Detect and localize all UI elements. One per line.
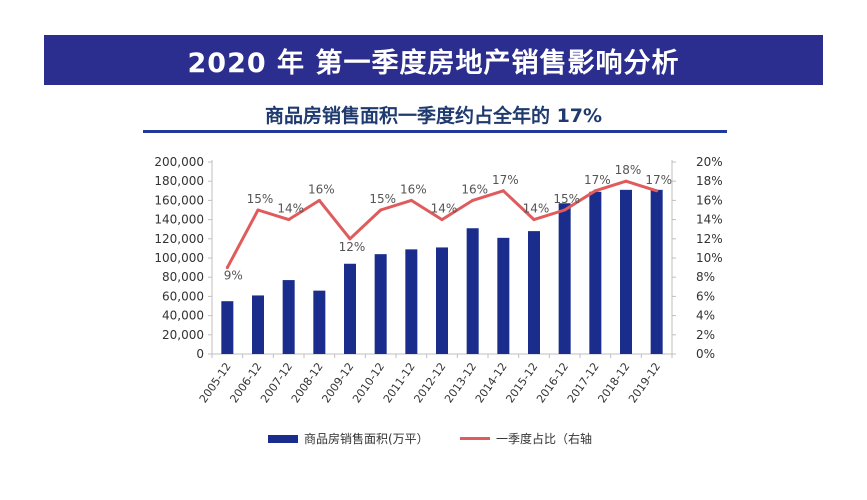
y-left-tick-label: 160,000 (154, 193, 204, 207)
data-label: 15% (247, 192, 274, 206)
line-point (471, 198, 475, 202)
line-point (256, 208, 260, 212)
bar (528, 231, 540, 354)
data-label: 14% (523, 202, 550, 216)
y-left-tick-label: 40,000 (162, 309, 204, 323)
y-right-tick-label: 0% (696, 347, 715, 361)
legend-item-bars: 商品房销售面积(万平） (268, 430, 429, 447)
title-underline (143, 130, 727, 133)
y-left-tick-label: 80,000 (162, 270, 204, 284)
data-label: 17% (492, 173, 519, 187)
y-left-tick-label: 100,000 (154, 251, 204, 265)
y-left-tick-label: 60,000 (162, 289, 204, 303)
legend-label-bars: 商品房销售面积(万平） (304, 432, 429, 446)
y-right-tick-label: 8% (696, 270, 715, 284)
chart-title: 商品房销售面积一季度约占全年的 17% (264, 105, 603, 127)
line-point (409, 198, 413, 202)
bar (252, 295, 264, 354)
bar (374, 254, 387, 354)
data-label: 16% (308, 182, 335, 196)
line-point (593, 189, 597, 193)
data-label: 12% (339, 240, 366, 254)
chart-legend: 商品房销售面积(万平） 一季度占比（右轴 (0, 430, 867, 450)
y-left-tick-label: 200,000 (154, 155, 204, 169)
y-left-tick-label: 0 (196, 347, 204, 361)
bar (313, 290, 326, 354)
line-point (440, 218, 444, 222)
y-left-tick-label: 20,000 (162, 328, 204, 342)
y-right-tick-label: 4% (696, 309, 715, 323)
data-label: 16% (461, 182, 488, 196)
bar (497, 237, 510, 354)
y-right-tick-label: 12% (696, 232, 723, 246)
data-label: 16% (400, 182, 427, 196)
y-left-tick-label: 140,000 (154, 213, 204, 227)
bar (282, 280, 295, 354)
combo-chart: 0 20,000 40,000 60,000 80,000 100,000 120,000 1… (154, 155, 723, 405)
y-right-tick-label: 18% (696, 174, 723, 188)
y-left-tick-label: 120,000 (154, 232, 204, 246)
x-tick-label: 2019-12 (626, 360, 663, 405)
legend-item-line: 一季度占比（右轴 (460, 430, 592, 447)
page-title: 2020 年 第一季度房地产销售影响分析 (187, 47, 680, 79)
line-point (624, 179, 628, 183)
y-right-tick-label: 16% (696, 193, 723, 207)
y-right-tick-label: 6% (696, 289, 715, 303)
data-label: 15% (369, 192, 396, 206)
legend-swatch-line (460, 437, 490, 440)
page-banner: 2020 年 第一季度房地产销售影响分析 (44, 35, 823, 85)
legend-label-line: 一季度占比（右轴 (496, 432, 593, 446)
data-label: 17% (645, 173, 672, 187)
y-left-tick-label: 180,000 (154, 174, 204, 188)
line-point (317, 198, 321, 202)
line-point (501, 189, 505, 193)
bar (344, 263, 356, 354)
line-point (563, 208, 567, 212)
bar (466, 228, 479, 354)
y-right-tick-label: 10% (696, 251, 723, 265)
y-right-tick-label: 2% (696, 328, 715, 342)
line-point (225, 266, 229, 270)
y-right-tick-label: 14% (696, 213, 723, 227)
y-right-tick-label: 20% (696, 155, 723, 169)
bar (221, 301, 234, 354)
line-point (348, 237, 352, 241)
bar (436, 247, 448, 354)
line-point (379, 208, 383, 212)
data-label: 15% (553, 192, 580, 206)
line-point (655, 189, 659, 193)
data-label: 9% (224, 269, 243, 283)
bar (589, 191, 602, 354)
legend-swatch-bar (268, 434, 298, 443)
data-label: 14% (277, 202, 304, 216)
bar (558, 203, 571, 354)
bar (650, 189, 663, 354)
data-label: 18% (615, 163, 642, 177)
data-label: 17% (584, 173, 611, 187)
bar (620, 189, 632, 354)
line-point (287, 218, 291, 222)
data-label: 14% (431, 202, 458, 216)
line-point (532, 218, 536, 222)
bar (405, 249, 418, 354)
